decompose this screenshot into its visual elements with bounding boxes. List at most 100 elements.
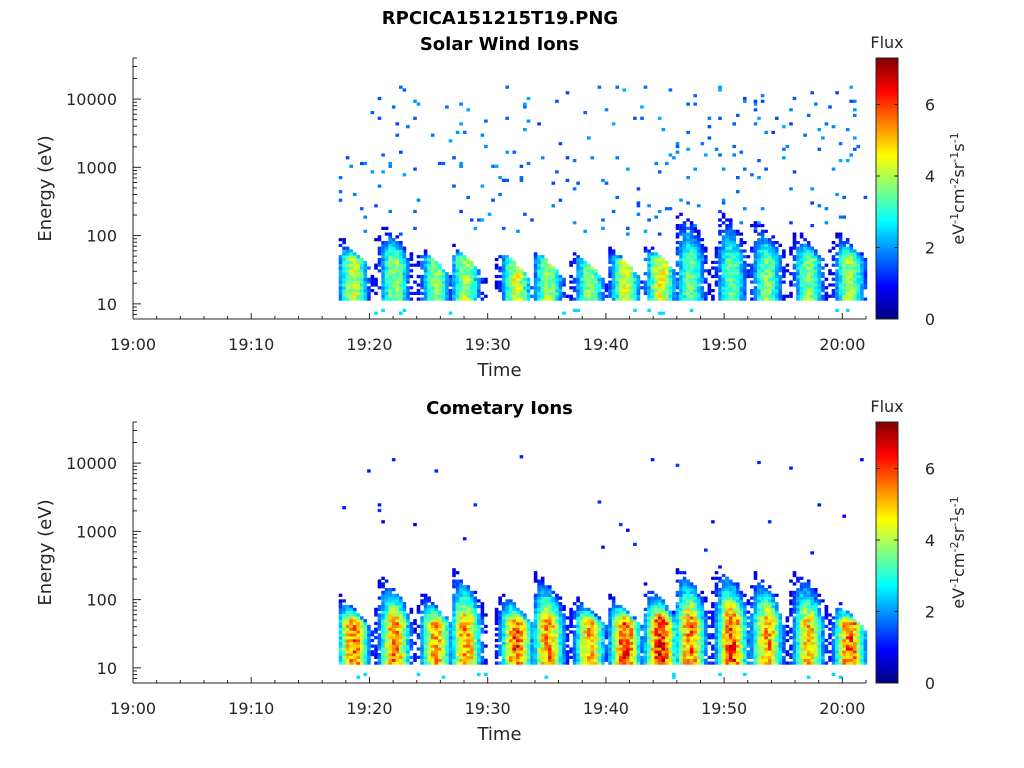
heatmap-cell bbox=[618, 661, 623, 665]
heatmap-cell bbox=[633, 647, 637, 651]
heatmap-cell bbox=[360, 294, 364, 298]
heatmap-cell bbox=[569, 297, 573, 301]
heatmap-cell bbox=[792, 96, 797, 101]
heatmap-cell bbox=[736, 619, 740, 623]
heatmap-cell bbox=[434, 613, 439, 617]
heatmap-cell bbox=[629, 655, 634, 659]
heatmap-cell bbox=[626, 650, 630, 654]
heatmap-cell bbox=[466, 613, 470, 617]
heatmap-cell bbox=[668, 283, 673, 287]
heatmap-cell bbox=[452, 243, 456, 247]
heatmap-cell bbox=[352, 252, 357, 256]
heatmap-cell bbox=[360, 627, 364, 631]
heatmap-cell bbox=[814, 289, 818, 293]
heatmap-cell bbox=[686, 289, 690, 293]
heatmap-cell bbox=[633, 297, 637, 301]
heatmap-cell bbox=[775, 291, 779, 295]
heatmap-cell bbox=[576, 596, 580, 600]
heatmap-cell bbox=[842, 249, 846, 253]
heatmap-cell bbox=[657, 209, 662, 214]
heatmap-cell bbox=[672, 277, 676, 281]
heatmap-cell bbox=[537, 283, 541, 287]
heatmap-cell bbox=[672, 274, 676, 279]
heatmap-cell bbox=[845, 277, 850, 281]
heatmap-cell bbox=[501, 641, 506, 645]
heatmap-cell bbox=[469, 593, 474, 597]
heatmap-cell bbox=[799, 269, 804, 273]
heatmap-cell bbox=[860, 272, 864, 276]
heatmap-cell bbox=[647, 650, 651, 654]
heatmap-cell bbox=[338, 289, 343, 293]
heatmap-cell bbox=[696, 605, 701, 609]
heatmap-cell bbox=[427, 277, 431, 281]
heatmap-cell bbox=[696, 241, 701, 245]
heatmap-cell bbox=[661, 260, 666, 264]
heatmap-cell bbox=[728, 283, 733, 287]
heatmap-cell bbox=[757, 246, 761, 250]
heatmap-cell bbox=[597, 289, 602, 293]
heatmap-cell bbox=[587, 274, 591, 279]
heatmap-cell bbox=[654, 641, 658, 645]
heatmap-cell bbox=[374, 650, 378, 654]
heatmap-cell bbox=[845, 249, 850, 253]
heatmap-cell bbox=[338, 630, 343, 634]
heatmap-cell bbox=[665, 647, 669, 651]
heatmap-cell bbox=[423, 655, 428, 659]
heatmap-cell bbox=[530, 638, 534, 643]
heatmap-cell bbox=[806, 280, 811, 284]
heatmap-cell bbox=[842, 297, 846, 301]
heatmap-cell bbox=[629, 621, 634, 626]
heatmap-cell bbox=[381, 633, 385, 637]
heatmap-cell bbox=[810, 246, 814, 250]
heatmap-cell bbox=[654, 624, 658, 628]
heatmap-cell bbox=[686, 274, 690, 279]
heatmap-cell bbox=[714, 246, 719, 250]
heatmap-cell bbox=[721, 212, 726, 216]
heatmap-cell bbox=[509, 289, 513, 293]
heatmap-cell bbox=[533, 605, 538, 609]
heatmap-cell bbox=[399, 658, 403, 662]
heatmap-cell bbox=[430, 658, 435, 662]
heatmap-cell bbox=[675, 142, 680, 146]
heatmap-cell bbox=[416, 672, 421, 676]
heatmap-cell bbox=[640, 655, 644, 659]
heatmap-cell bbox=[679, 593, 683, 597]
heatmap-cell bbox=[395, 241, 400, 245]
heatmap-cell bbox=[686, 630, 690, 634]
heatmap-cell bbox=[682, 579, 687, 583]
heatmap-cell bbox=[657, 257, 662, 262]
heatmap-cell bbox=[643, 624, 648, 628]
heatmap-cell bbox=[338, 190, 343, 194]
heatmap-cell bbox=[753, 294, 758, 298]
heatmap-cell bbox=[558, 283, 563, 287]
heatmap-cell bbox=[732, 283, 736, 287]
heatmap-cell bbox=[434, 469, 439, 473]
heatmap-cell bbox=[473, 590, 478, 594]
heatmap-cell bbox=[686, 647, 690, 651]
heatmap-cell bbox=[512, 274, 517, 279]
heatmap-cell bbox=[587, 655, 591, 659]
heatmap-cell bbox=[540, 610, 545, 614]
heatmap-cell bbox=[459, 613, 463, 617]
heatmap-cell bbox=[700, 616, 705, 620]
heatmap-cell bbox=[498, 266, 502, 270]
heatmap-cell bbox=[551, 283, 556, 287]
heatmap-cell bbox=[700, 266, 705, 270]
heatmap-cell bbox=[728, 638, 733, 643]
heatmap-cell bbox=[739, 647, 744, 651]
heatmap-cell bbox=[555, 610, 559, 614]
heatmap-cell bbox=[718, 88, 722, 92]
heatmap-cell bbox=[462, 272, 467, 276]
heatmap-cell bbox=[360, 257, 364, 262]
heatmap-cell bbox=[718, 613, 722, 617]
heatmap-cell bbox=[430, 624, 435, 628]
heatmap-cell bbox=[689, 246, 694, 250]
heatmap-cell bbox=[629, 636, 634, 640]
heatmap-cell bbox=[771, 243, 775, 247]
heatmap-cell bbox=[452, 156, 456, 160]
heatmap-cell bbox=[441, 277, 446, 281]
heatmap-cell bbox=[427, 269, 431, 273]
heatmap-cell bbox=[519, 621, 524, 626]
heatmap-cell bbox=[597, 616, 602, 620]
heatmap-cell bbox=[384, 263, 389, 267]
